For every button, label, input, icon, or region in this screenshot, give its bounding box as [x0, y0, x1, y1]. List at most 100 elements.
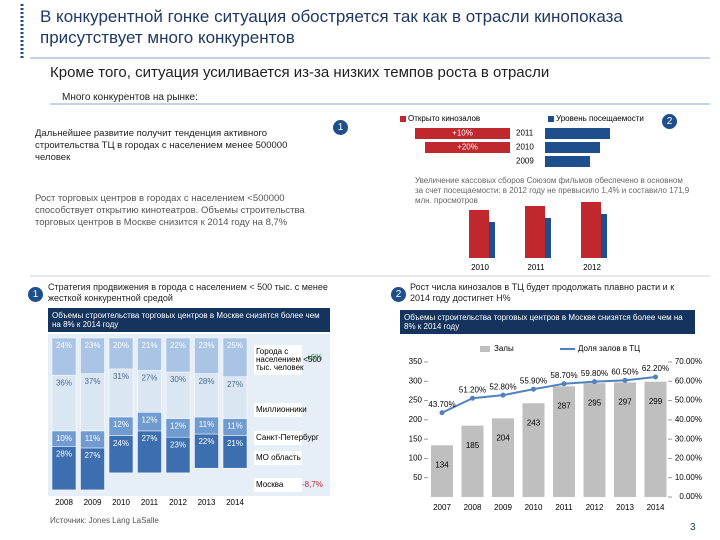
bar-label: 185 [466, 441, 480, 450]
segment-label: 24% [113, 439, 129, 448]
bar [545, 218, 551, 258]
y-tick-label: 300 [409, 376, 423, 385]
point-label: 52.80% [489, 382, 516, 391]
bar-label: 204 [496, 433, 510, 442]
bar [415, 128, 510, 139]
y2-tick-label: 20.00% [675, 454, 702, 463]
bar [522, 403, 545, 497]
bar-segment [80, 447, 105, 491]
bar-segment [51, 446, 77, 491]
point [439, 410, 445, 416]
bar [601, 214, 607, 258]
x-tick-label: 2011 [555, 503, 573, 512]
y-tick-label: 150 [409, 434, 423, 443]
bar-segment [165, 371, 191, 419]
legend-label: Доля залов в ТЦ [578, 344, 640, 353]
badge: 1 [28, 287, 43, 302]
change-label: -8,7% [302, 480, 323, 489]
segment-label: 27% [141, 434, 157, 443]
segment-label: 28% [56, 450, 72, 459]
x-tick-label: 2007 [433, 503, 451, 512]
trend-text: Дальнейшее развитие получит тенденция ак… [35, 128, 288, 163]
segment-label: 20% [113, 341, 129, 350]
y2-tick-label: 30.00% [675, 434, 702, 443]
x-tick-label: 2010 [471, 263, 489, 272]
source: Источник: Jones Lang LaSalle [50, 516, 159, 525]
legend-label: Санкт-Петербург [256, 433, 319, 442]
y-tick-label: 100 [409, 454, 423, 463]
point [500, 392, 506, 398]
bar-label: 134 [435, 460, 449, 469]
segment-label: 22% [198, 437, 214, 446]
segment-label: 23% [84, 341, 100, 350]
y2-tick-label: 50.00% [675, 396, 702, 405]
bar [489, 222, 495, 258]
point [561, 381, 567, 387]
legend-swatch [480, 346, 490, 352]
line [441, 376, 656, 414]
bar [644, 381, 667, 497]
segment-label: 21% [227, 439, 243, 448]
bar [545, 128, 610, 139]
title: В конкурентной гонке ситуация обостряетс… [40, 7, 623, 47]
x-tick-label: 2012 [583, 263, 601, 272]
strategy-title: Стратегия продвижения в города с населен… [48, 282, 328, 303]
point-label: 60.50% [611, 367, 638, 376]
point-label: 58.70% [550, 371, 577, 380]
y2-tick-label: 40.00% [675, 415, 702, 424]
bar-segment [194, 433, 219, 469]
segment-label: 11% [85, 434, 100, 443]
x-tick-label: 2012 [169, 498, 187, 507]
bar-segment [222, 435, 248, 469]
bar-label: +10% [452, 129, 473, 138]
section-label: Много конкурентов на рынке: [62, 92, 198, 103]
legend-label: Миллионники [256, 405, 307, 414]
bar-segment [108, 337, 134, 370]
year-label: 2010 [516, 143, 534, 152]
bar-label: 297 [618, 398, 632, 407]
banner: Объемы строительства торговых центров в … [400, 310, 695, 334]
point-label: 59.80% [581, 369, 608, 378]
legend-label: Уровень посещаемости [556, 114, 644, 123]
legend-box [254, 431, 302, 445]
growth-title: Рост числа кинозалов в ТЦ будет продолжа… [410, 282, 675, 303]
x-tick-label: 2009 [494, 503, 512, 512]
bar [461, 425, 484, 497]
x-tick-label: 2013 [616, 503, 634, 512]
x-tick-label: 2008 [464, 503, 482, 512]
bar [553, 386, 575, 497]
legend-swatch [548, 116, 554, 122]
bar-segment [137, 430, 162, 474]
bar-segment [194, 337, 219, 374]
note-text: Рост торговых центров в городах с населе… [35, 193, 305, 228]
cinema-note: Увеличение кассовых сборов Союзом фильмо… [415, 176, 690, 205]
legend-label: Города с населением <500 тыс. человек [256, 347, 322, 372]
x-tick-label: 2011 [141, 498, 159, 507]
bar [614, 382, 636, 497]
segment-label: 27% [141, 374, 157, 383]
bar-segment [165, 436, 191, 474]
segment-label: 11% [227, 422, 242, 431]
segment-label: 12% [113, 420, 129, 429]
segment-label: 10% [56, 434, 72, 443]
y-tick-label: 200 [409, 415, 423, 424]
bar-segment [194, 373, 219, 418]
point-label: 51.20% [459, 385, 486, 394]
x-tick-label: 2014 [226, 498, 244, 507]
bar [545, 156, 590, 167]
bar [545, 142, 600, 153]
x-tick-label: 2012 [586, 503, 604, 512]
segment-label: 30% [170, 375, 186, 384]
bar-label: +20% [457, 143, 478, 152]
change-label: +6% [306, 353, 322, 362]
segment-label: 31% [113, 372, 129, 381]
badge: 1 [333, 120, 348, 135]
y-tick-label: 250 [409, 396, 423, 405]
bar [581, 202, 601, 258]
x-tick-label: 2011 [527, 263, 545, 272]
x-tick-label: 2010 [112, 498, 130, 507]
legend-label: Москва [256, 480, 284, 489]
year-label: 2011 [516, 129, 534, 138]
segment-label: 36% [56, 378, 72, 387]
